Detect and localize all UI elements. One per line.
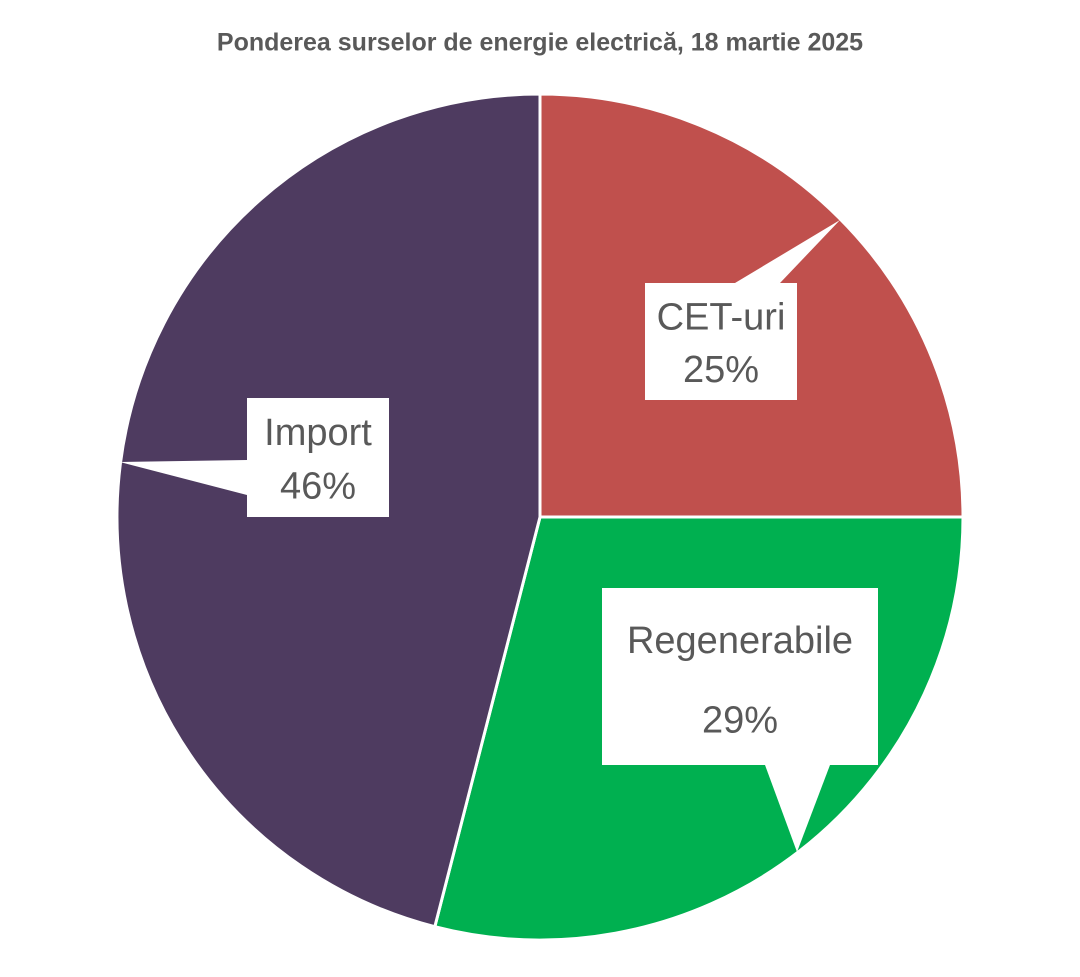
slice-label: Regenerabile	[627, 620, 853, 662]
callout-tail	[765, 765, 830, 852]
slice-label: Import	[264, 412, 372, 454]
callout-box	[247, 398, 389, 517]
callout-box	[645, 283, 797, 400]
slice-label: CET-uri	[657, 296, 786, 338]
value-label: 46%	[280, 465, 356, 507]
chart-title: Ponderea surselor de energie electrică, …	[217, 29, 863, 57]
value-label: 29%	[702, 700, 778, 742]
value-label: 25%	[683, 349, 759, 391]
callout-tail	[735, 220, 840, 283]
callout-tail	[120, 460, 247, 495]
callout-box	[602, 588, 878, 765]
